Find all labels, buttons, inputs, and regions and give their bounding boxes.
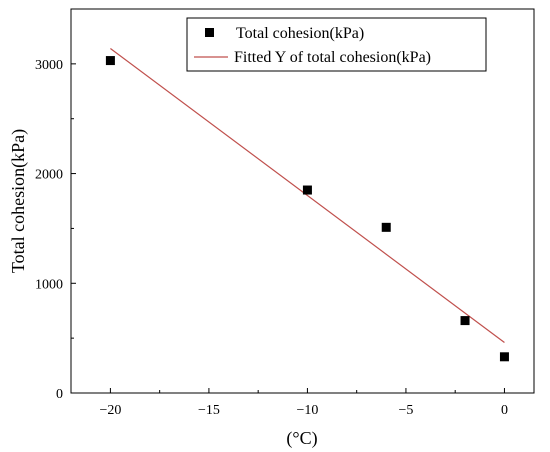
- data-point: [381, 222, 391, 232]
- x-tick-label: −15: [198, 403, 220, 418]
- y-tick-label: 3000: [35, 58, 63, 73]
- data-point: [460, 316, 470, 326]
- data-point: [302, 185, 312, 195]
- plot-frame: [70, 8, 535, 394]
- x-tick-label: 0: [501, 403, 508, 418]
- y-axis-label: Total cohesion(kPa): [8, 129, 29, 273]
- x-axis-label: (°C): [286, 428, 317, 449]
- fitted-line: [110, 48, 505, 344]
- y-tick-label: 0: [56, 387, 63, 402]
- data-point: [499, 352, 509, 362]
- ticks-layer: −20 −15 −10 −5 0 0 1000 2000 3000: [35, 58, 508, 418]
- legend-box: [186, 17, 487, 72]
- series-layer: [105, 48, 509, 362]
- x-tick-label: −5: [398, 403, 413, 418]
- legend-label-line: Fitted Y of total cohesion(kPa): [234, 49, 431, 66]
- y-tick-label: 2000: [35, 168, 63, 183]
- legend: Total cohesion(kPa) Fitted Y of total co…: [186, 17, 487, 72]
- legend-marker-scatter: [205, 28, 214, 37]
- legend-label-scatter: Total cohesion(kPa): [236, 25, 364, 42]
- data-point: [105, 56, 115, 66]
- y-tick-label: 1000: [35, 277, 63, 292]
- x-tick-label: −10: [296, 403, 318, 418]
- x-tick-label: −20: [99, 403, 121, 418]
